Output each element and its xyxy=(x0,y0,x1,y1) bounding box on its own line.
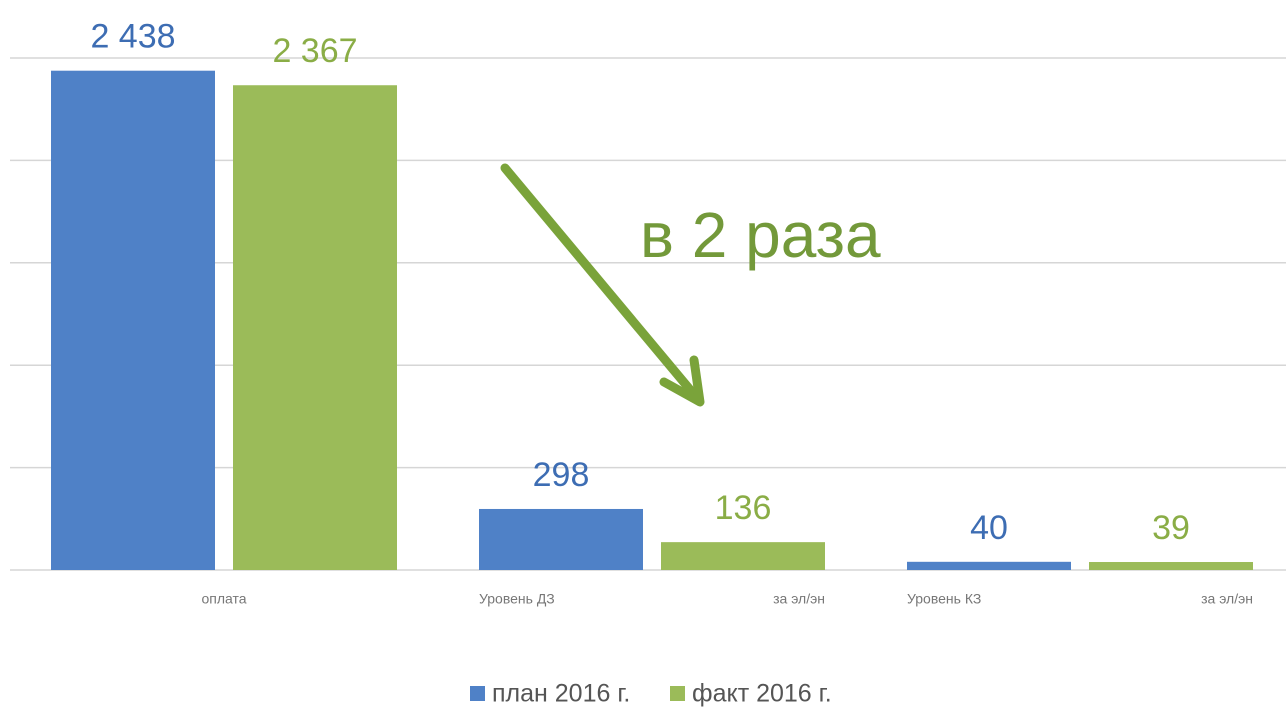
x-tick-label: за эл/эн xyxy=(773,591,825,607)
legend-label: факт 2016 г. xyxy=(692,680,832,708)
x-tick-label: Уровень ДЗ xyxy=(479,591,555,607)
annotation: в 2 раза xyxy=(640,199,881,271)
legend-swatch xyxy=(470,686,485,701)
x-tick-label: Уровень КЗ xyxy=(907,591,981,607)
value-label: 2 367 xyxy=(272,32,357,70)
legend-swatch xyxy=(670,686,685,701)
legend-label: план 2016 г. xyxy=(492,680,630,708)
value-label: 298 xyxy=(533,456,590,494)
bar xyxy=(907,561,1071,570)
bar xyxy=(1089,562,1253,570)
value-label: 39 xyxy=(1152,509,1190,547)
x-tick-label: оплата xyxy=(201,591,246,607)
bar xyxy=(51,70,215,570)
x-tick-label: за эл/эн xyxy=(1201,591,1253,607)
arrow xyxy=(500,163,705,407)
bar xyxy=(233,85,397,570)
value-label: 2 438 xyxy=(90,18,175,56)
value-label: 40 xyxy=(970,509,1008,547)
bar xyxy=(479,508,643,570)
value-label: 136 xyxy=(715,489,772,527)
bar xyxy=(661,542,825,570)
